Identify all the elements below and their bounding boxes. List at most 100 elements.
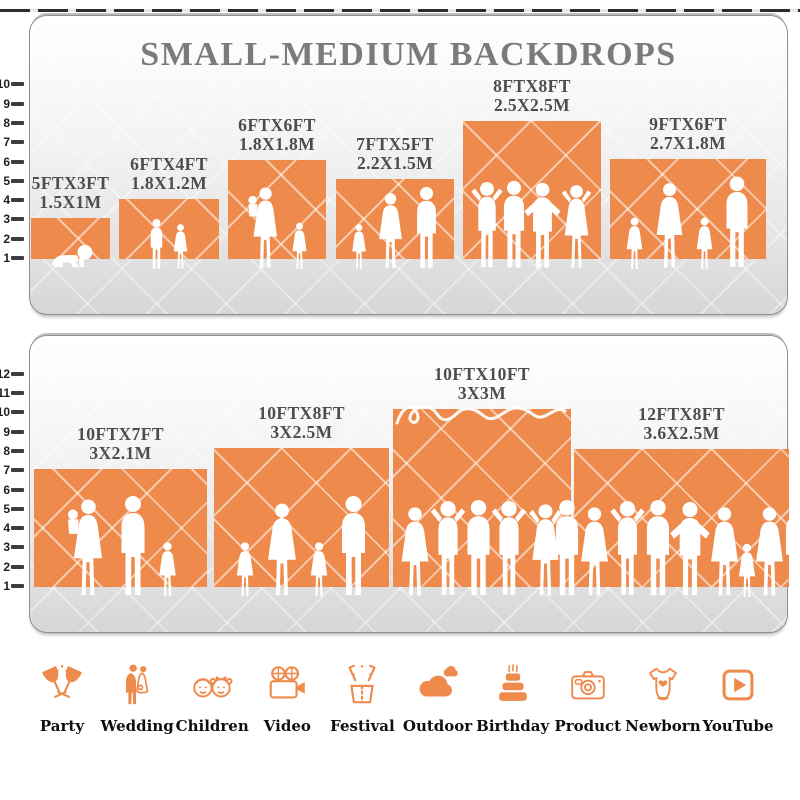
ruler-dash bbox=[11, 545, 24, 550]
figure-man bbox=[722, 175, 753, 271]
figure-mother bbox=[245, 186, 284, 271]
people-silhouettes bbox=[624, 175, 753, 271]
size-ft: 10FTX10FT bbox=[434, 363, 530, 384]
ruler-tick-12: 12 bbox=[0, 367, 24, 381]
category-label: Video bbox=[263, 717, 311, 735]
figure-woman bbox=[652, 182, 688, 271]
backdrop-rect-6FTX6FT bbox=[228, 160, 326, 259]
category-outdoor: Outdoor bbox=[402, 662, 474, 735]
people-silhouettes bbox=[48, 243, 93, 271]
figure-man bbox=[116, 495, 150, 599]
backdrop-rect-10FTX8FT bbox=[214, 448, 389, 587]
ruler-number: 7 bbox=[3, 135, 10, 150]
size-ft: 10FTX7FT bbox=[77, 423, 164, 444]
backdrop-rect-9FTX6FT bbox=[610, 159, 766, 259]
outdoor-icon bbox=[415, 662, 461, 708]
ruler-dash bbox=[11, 410, 24, 415]
size-m: 2.5X2.5M bbox=[493, 95, 571, 116]
backdrop-size-label: 10FTX8FT 3X2.5M bbox=[258, 403, 345, 443]
product-icon bbox=[565, 662, 611, 708]
ruler-dash bbox=[11, 82, 24, 87]
feet-ruler-1: 10 9 8 7 6 5 4 3 2 1 bbox=[0, 16, 29, 314]
ruler-dash bbox=[11, 101, 24, 106]
ruler-number: 1 bbox=[3, 579, 10, 593]
ruler-dash bbox=[11, 236, 24, 241]
ruler-dash bbox=[11, 584, 24, 588]
figure-man bbox=[413, 186, 441, 271]
category-festival: Festival bbox=[326, 662, 398, 735]
ruler-number: 4 bbox=[3, 193, 10, 208]
backdrop-size-label: 10FTX7FT 3X2.1M bbox=[77, 423, 164, 464]
ruler-number: 12 bbox=[0, 366, 10, 381]
ruler-number: 8 bbox=[3, 115, 10, 130]
people-silhouettes bbox=[554, 499, 800, 599]
backdrop-rect-8FTX8FT bbox=[463, 121, 601, 259]
ruler-dash bbox=[11, 468, 24, 473]
category-label: Newborn bbox=[625, 717, 701, 735]
figure-girl bbox=[233, 541, 256, 599]
category-label: Birthday bbox=[476, 717, 550, 735]
category-children: Children bbox=[176, 662, 249, 735]
figure-girl bbox=[624, 217, 646, 271]
ruler-tick-2: 2 bbox=[0, 232, 24, 246]
ruler-dash bbox=[11, 391, 24, 395]
ruler-number: 2 bbox=[3, 231, 10, 246]
size-ft: 7FTX5FT bbox=[356, 133, 434, 154]
youtube-icon bbox=[715, 662, 761, 708]
figure-girl bbox=[156, 541, 179, 599]
ruler-number: 3 bbox=[3, 212, 10, 227]
category-label: YouTube bbox=[702, 717, 774, 735]
figure-woman bbox=[262, 502, 301, 599]
size-m: 3X3M bbox=[457, 383, 507, 404]
size-m: 3X2.1M bbox=[89, 443, 152, 464]
ruler-number: 6 bbox=[3, 154, 10, 169]
ruler-dash bbox=[11, 506, 24, 511]
category-party: Party bbox=[26, 662, 98, 735]
backdrop-rect-6FTX4FT bbox=[119, 199, 219, 259]
figure-mother bbox=[63, 498, 110, 599]
ruler-tick-7: 7 bbox=[0, 135, 24, 149]
ruler-dash bbox=[11, 256, 24, 260]
category-product: Product bbox=[552, 662, 624, 735]
people-silhouettes bbox=[148, 218, 190, 271]
size-m: 3X2.5M bbox=[270, 422, 333, 443]
figure-man bbox=[336, 495, 370, 599]
backdrop-size-label: 6FTX4FT 1.8X1.2M bbox=[130, 154, 208, 194]
backdrop-size-label: 5FTX3FT 1.5X1M bbox=[31, 172, 110, 213]
ruler-tick-4: 4 bbox=[0, 193, 24, 207]
size-m: 3.6X2.5M bbox=[643, 423, 720, 444]
size-ft: 8FTX8FT bbox=[493, 75, 571, 96]
children-icon bbox=[189, 662, 235, 708]
ruler-tick-1: 1 bbox=[0, 579, 24, 593]
ruler-tick-10: 10 bbox=[0, 77, 24, 91]
feet-ruler-2: 12 11 10 9 8 7 6 5 4 3 2 1 bbox=[0, 336, 29, 632]
category-newborn: Newborn bbox=[625, 662, 701, 735]
category-video: Video bbox=[251, 662, 323, 735]
size-m: 1.5X1M bbox=[39, 192, 102, 213]
category-label: Wedding bbox=[100, 717, 174, 735]
size-ft: 6FTX6FT bbox=[238, 114, 316, 135]
ruler-number: 10 bbox=[0, 77, 10, 92]
size-ft: 5FTX3FT bbox=[31, 172, 110, 193]
size-m: 1.8X1.2M bbox=[130, 173, 208, 194]
ruler-number: 1 bbox=[3, 251, 10, 265]
small-medium-backdrops-panel: SMALL-MEDIUM BACKDROPS 10 9 8 7 6 5 4 3 2 1 5FTX3… bbox=[0, 15, 788, 315]
people-silhouettes bbox=[245, 186, 310, 271]
backdrop-size-label: 8FTX8FT 2.5X2.5M bbox=[493, 75, 571, 116]
ruler-number: 9 bbox=[3, 424, 10, 439]
wedding-icon bbox=[114, 662, 160, 708]
ruler-tick-7: 7 bbox=[0, 463, 24, 477]
ruler-tick-1: 1 bbox=[0, 251, 24, 265]
ruler-tick-9: 9 bbox=[0, 97, 24, 111]
ruler-dash bbox=[11, 429, 24, 434]
figure-boy bbox=[148, 218, 165, 271]
ruler-tick-5: 5 bbox=[0, 502, 24, 516]
people-silhouettes bbox=[400, 499, 564, 599]
ruler-dash bbox=[11, 140, 24, 145]
ruler-number: 5 bbox=[3, 173, 10, 188]
ruler-number: 9 bbox=[3, 96, 10, 111]
figure-girl bbox=[307, 541, 330, 599]
figure-girl bbox=[350, 223, 369, 271]
backdrop-size-label: 10FTX10FT 3X3M bbox=[434, 363, 530, 404]
